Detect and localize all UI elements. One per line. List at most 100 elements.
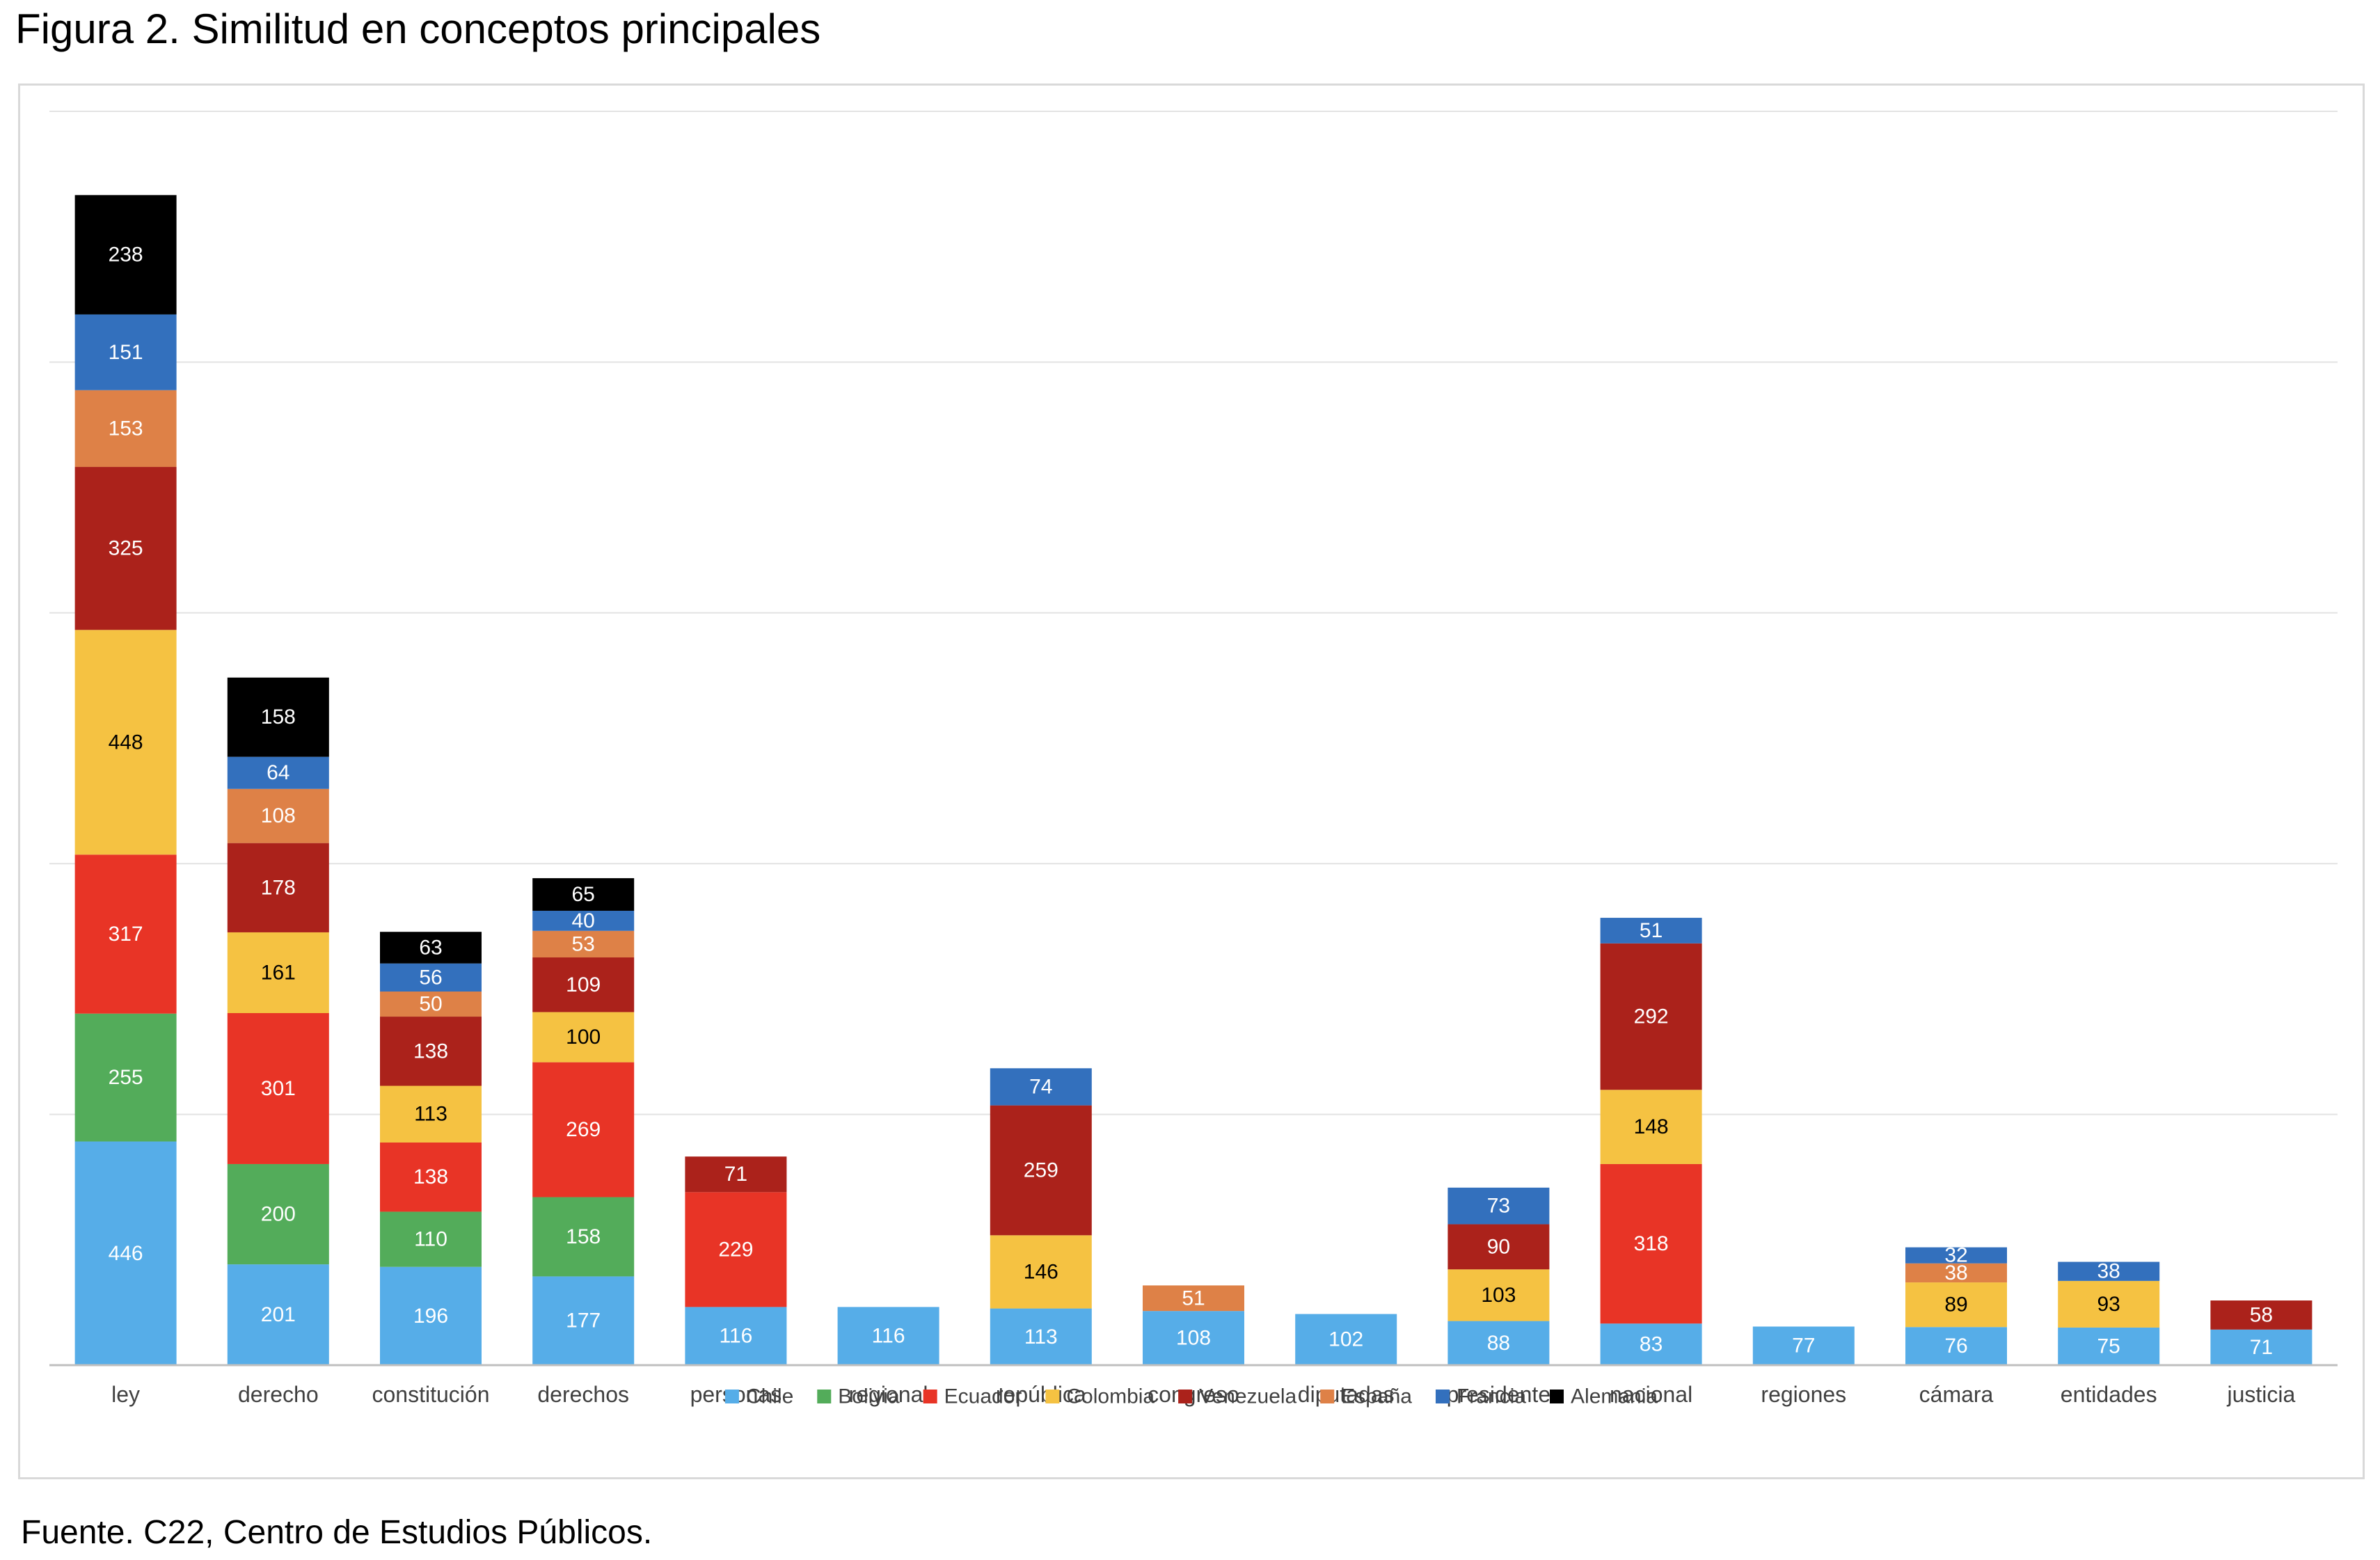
data-label: 88 (1487, 1332, 1510, 1355)
data-label: 201 (261, 1303, 296, 1326)
bar-segment-francia-9 (1447, 1187, 1550, 1225)
data-label: 269 (566, 1118, 601, 1141)
data-label: 103 (1481, 1284, 1516, 1307)
bar-segment-chile-4 (685, 1307, 787, 1365)
bar-segment-venezuela-3 (532, 957, 635, 1012)
data-label: 102 (1328, 1328, 1363, 1351)
bar-segment-alemania-3 (532, 878, 635, 911)
data-label: 229 (718, 1238, 753, 1261)
data-label: 108 (261, 804, 296, 827)
data-label: 38 (2097, 1260, 2120, 1283)
bar-segment-bolivia-0 (74, 1013, 177, 1142)
data-label: 177 (566, 1310, 601, 1332)
chart-area: 446 255 317 448 325 153 151 238 201 200 301 161 178 1… (18, 83, 2365, 1479)
bar-segment-venezuela-10 (1600, 943, 1702, 1090)
bar-segment-francia-10 (1600, 918, 1702, 944)
x-tick-label: regiones (1761, 1382, 1846, 1407)
bar-segment-españa-2 (380, 992, 482, 1017)
legend-label: Ecuador (944, 1385, 1022, 1408)
data-label: 89 (1944, 1294, 1967, 1316)
bar-segment-venezuela-14 (2210, 1300, 2312, 1330)
data-label: 71 (724, 1163, 747, 1186)
data-label: 93 (2097, 1293, 2120, 1316)
bar-segment-francia-6 (990, 1068, 1092, 1106)
x-tick-label: cámara (1919, 1382, 1994, 1407)
bar-segment-chile-3 (532, 1276, 635, 1365)
bar-segment-ecuador-4 (685, 1192, 787, 1307)
bar-segment-españa-7 (1143, 1285, 1244, 1312)
data-label: 116 (872, 1325, 905, 1348)
bar-segment-ecuador-1 (227, 1012, 329, 1164)
bar-segment-venezuela-6 (990, 1105, 1092, 1236)
data-label: 153 (109, 417, 143, 440)
bar-segment-chile-14 (2210, 1329, 2312, 1365)
x-tick-label: justicia (2226, 1382, 2295, 1407)
data-label: 64 (267, 761, 289, 784)
bar-segment-bolivia-2 (380, 1211, 482, 1267)
figure-title: Figura 2. Similitud en conceptos princip… (15, 6, 821, 52)
bar-segment-francia-2 (380, 963, 482, 992)
legend-swatch-bolivia (817, 1390, 832, 1403)
data-label: 40 (572, 909, 595, 932)
legend-label: Colombia (1066, 1385, 1155, 1408)
data-label: 448 (109, 731, 143, 754)
bar-segment-chile-12 (1905, 1327, 2007, 1365)
legend-label: Francia (1457, 1385, 1526, 1408)
bar-segment-chile-9 (1447, 1321, 1550, 1365)
data-label: 74 (1029, 1075, 1052, 1098)
bar-segment-chile-10 (1600, 1323, 1702, 1365)
data-label: 238 (109, 244, 143, 266)
legend-swatch-colombia (1045, 1390, 1060, 1403)
x-tick-label: presidente (1447, 1382, 1550, 1407)
x-tick-label: nacional (1610, 1382, 1692, 1407)
bar-segment-ecuador-2 (380, 1142, 482, 1212)
bar-segment-ecuador-3 (532, 1062, 635, 1197)
data-label: 108 (1176, 1327, 1211, 1350)
bar-segment-españa-1 (227, 788, 329, 843)
data-label: 38 (1944, 1261, 1967, 1284)
bar-segment-venezuela-4 (685, 1156, 787, 1193)
stacked-bar-chart: 4462553174483251531512382012003011611781… (49, 111, 2338, 1408)
data-label: 50 (419, 993, 442, 1016)
x-tick-label: república (996, 1382, 1086, 1407)
data-label: 65 (572, 883, 595, 906)
data-label: 318 (1634, 1232, 1669, 1255)
data-label: 32 (1944, 1244, 1967, 1267)
data-label: 196 (413, 1305, 448, 1328)
bar-segment-venezuela-2 (380, 1017, 482, 1086)
bar-segment-venezuela-1 (227, 843, 329, 932)
data-label: 178 (261, 876, 296, 899)
bar-segment-españa-3 (532, 930, 635, 957)
legend-swatch-alemania (1550, 1390, 1564, 1403)
bar-segment-alemania-1 (227, 677, 329, 757)
bar-segment-alemania-0 (74, 195, 177, 315)
data-label: 51 (1640, 919, 1663, 942)
x-tick-label: congreso (1148, 1382, 1239, 1407)
bar-segment-colombia-2 (380, 1085, 482, 1143)
bar-segment-francia-3 (532, 910, 635, 931)
bar-segment-chile-13 (2058, 1327, 2160, 1365)
legend-label: Chile (746, 1385, 793, 1408)
x-tick-label: entidades (2061, 1382, 2157, 1407)
data-label: 73 (1487, 1195, 1510, 1218)
data-label: 76 (1944, 1335, 1967, 1358)
legend-label: Bolivia (838, 1385, 900, 1408)
data-label: 259 (1024, 1159, 1058, 1181)
x-tick-label: derechos (537, 1382, 629, 1407)
x-tick-label: derecho (238, 1382, 319, 1407)
bar-segment-francia-12 (1905, 1247, 2007, 1264)
bar-segment-bolivia-3 (532, 1197, 635, 1277)
bar-segment-venezuela-9 (1447, 1224, 1550, 1270)
data-label: 158 (566, 1225, 601, 1248)
data-label: 71 (2250, 1336, 2273, 1359)
data-label: 100 (566, 1026, 601, 1049)
bar-segment-chile-1 (227, 1264, 329, 1365)
bar-segment-francia-1 (227, 756, 329, 789)
bar-segment-alemania-2 (380, 932, 482, 964)
bar-segment-chile-7 (1143, 1311, 1244, 1365)
bar-segment-chile-6 (990, 1308, 1092, 1365)
bar-segment-españa-0 (74, 390, 177, 468)
data-label: 109 (566, 973, 601, 996)
bar-segment-colombia-12 (1905, 1282, 2007, 1328)
legend-swatch-chile (724, 1390, 739, 1403)
